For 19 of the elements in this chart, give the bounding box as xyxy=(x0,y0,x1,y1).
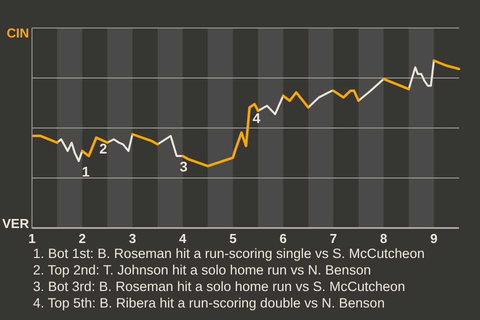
annotation: 4 xyxy=(252,110,261,126)
x-tick-label: 3 xyxy=(128,231,136,246)
text: CIN xyxy=(6,26,29,41)
x-tick-label: 6 xyxy=(280,231,287,246)
text: 4. Top 5th: B. Ribera hit a run-scoring double vs N. Benson xyxy=(33,296,385,310)
text: 3. Bot 3rd: B. Roseman hit a solo home run vs S. McCutcheon xyxy=(33,279,406,294)
x-tick-label: 8 xyxy=(380,231,388,246)
text: VER xyxy=(2,216,30,231)
x-tick-label: 7 xyxy=(330,231,338,246)
x-tick-label: 2 xyxy=(78,231,86,246)
x-tick-label: 4 xyxy=(179,231,188,246)
x-tick-label: 5 xyxy=(229,231,237,246)
x-tick-label: 9 xyxy=(430,231,438,246)
text: 1. Bot 1st: B. Roseman hit a run-scoring single vs S. McCutcheon xyxy=(33,246,425,261)
annotation: 3 xyxy=(180,158,188,175)
text: 2. Top 2nd: T. Johnson hit a solo home run vs N. Benson xyxy=(33,262,371,278)
annotation: 1 xyxy=(82,164,90,180)
annotation: 2 xyxy=(99,140,108,156)
x-tick-label: 1 xyxy=(28,231,36,246)
